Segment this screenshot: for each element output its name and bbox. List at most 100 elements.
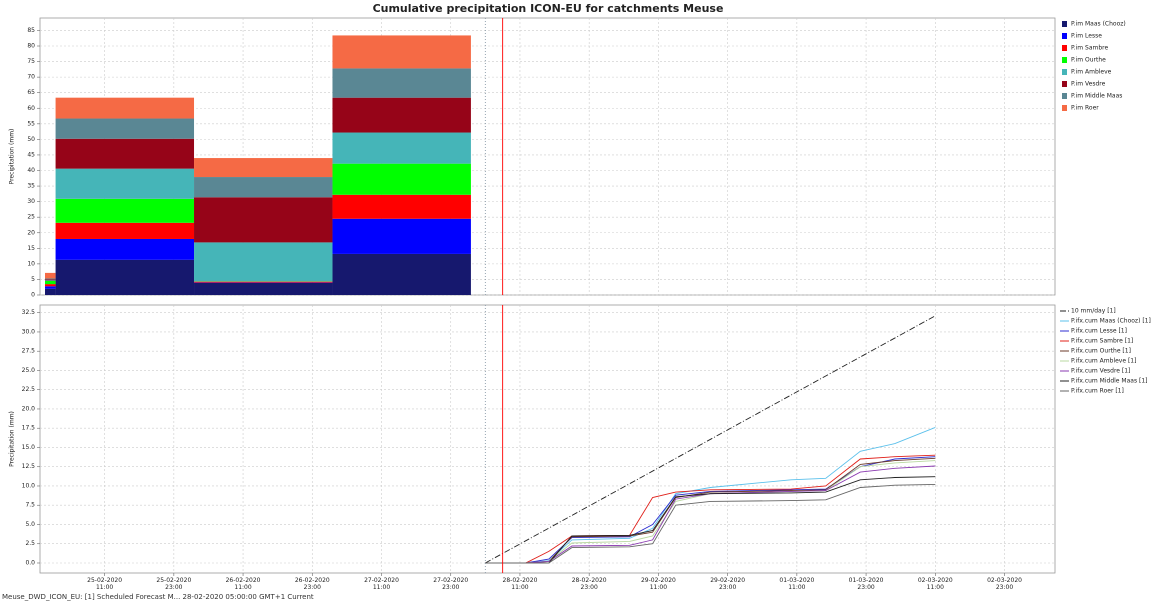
legend-label: P.ifx.cum Middle Maas [1] (1071, 378, 1147, 385)
bar-segment (332, 218, 471, 254)
y-tick-label: 30.0 (22, 328, 36, 335)
bar-segment (55, 259, 195, 295)
bar-segment (55, 168, 195, 199)
y-tick-label: 17.5 (22, 425, 36, 432)
bar-segment (44, 286, 56, 289)
y-tick-label: 25.0 (22, 367, 36, 374)
legend-swatch (1062, 105, 1067, 111)
y-tick-label: 75 (27, 58, 35, 65)
x-tick-label: 02-03-2020 23:00 (987, 577, 1022, 591)
y-tick-label: 7.5 (25, 502, 35, 509)
bar-segment (55, 238, 195, 260)
bar-segment (55, 222, 195, 239)
x-tick-label: 26-02-2020 11:00 (225, 577, 261, 591)
y-tick-label: 10.0 (22, 482, 36, 489)
plot-area (39, 304, 1056, 574)
legend-label: P.im Vesdre (1071, 81, 1106, 88)
series-line (485, 315, 936, 564)
x-tick-label: 25-02-2020 23:00 (156, 577, 192, 591)
legend-swatch (1062, 69, 1067, 75)
legend-label: 10 mm/day [1] (1071, 308, 1116, 315)
bar-segment (44, 280, 56, 285)
legend-swatch (1062, 33, 1067, 39)
y-tick-label: 10 (27, 260, 35, 267)
y-tick-label: 20.0 (22, 405, 36, 412)
legend-swatch (1062, 21, 1067, 27)
series-line (485, 426, 936, 564)
y-tick-label: 50 (27, 136, 35, 143)
x-tick-label: 29-02-2020 11:00 (640, 577, 676, 591)
legend-swatch (1062, 81, 1067, 87)
bar-segment (194, 197, 333, 243)
legend-label: P.im Maas (Chooz) (1071, 21, 1126, 28)
bar-segment (55, 97, 195, 119)
legend-label: P.ifx.cum Ambleve [1] (1071, 358, 1136, 365)
y-tick-label: 85 (27, 27, 35, 34)
y-tick-label: 2.5 (25, 540, 35, 547)
x-tick-label: 01-03-2020 11:00 (779, 577, 815, 591)
x-tick-label: 28-02-2020 23:00 (571, 577, 607, 591)
y-tick-label: 0.0 (25, 559, 35, 566)
y-tick-label: 32.5 (22, 309, 36, 316)
legend-swatch (1062, 57, 1067, 63)
bar-segment (55, 118, 195, 139)
bar-segment (332, 253, 471, 295)
y-tick-label: 5 (31, 276, 35, 283)
y-tick-label: 20 (27, 229, 35, 236)
y-tick-label: 55 (27, 120, 35, 127)
y-tick-label: 0 (31, 292, 35, 299)
bar-segment (194, 282, 333, 295)
y-tick-label: 80 (27, 43, 35, 50)
y-tick-label: 35 (27, 183, 35, 190)
bar-segment (332, 163, 471, 195)
legend-label: P.im Ourthe (1071, 57, 1106, 64)
legend-label: P.im Roer (1071, 105, 1099, 112)
bar-segment (194, 281, 333, 283)
y-tick-label: 12.5 (22, 463, 36, 470)
series-line (485, 483, 936, 564)
bar-segment (194, 158, 333, 178)
legend-label: P.ifx.cum Lesse [1] (1071, 328, 1127, 335)
y-tick-label: 22.5 (22, 386, 36, 393)
legend-label: P.im Middle Maas (1071, 93, 1122, 100)
series-line (485, 454, 936, 564)
legend-swatch (1062, 45, 1067, 51)
bar-segment (332, 132, 471, 164)
legend-label: P.ifx.cum Roer [1] (1071, 388, 1124, 395)
bar-segment (194, 242, 333, 282)
legend-label: P.ifx.cum Ourthe [1] (1071, 348, 1131, 355)
y-tick-label: 27.5 (22, 348, 36, 355)
bar-segment (44, 288, 56, 295)
y-tick-label: 30 (27, 198, 35, 205)
x-tick-label: 27-02-2020 23:00 (433, 577, 469, 591)
y-tick-label: 15.0 (22, 444, 36, 451)
y-tick-label: 45 (27, 151, 35, 158)
x-tick-label: 28-02-2020 11:00 (502, 577, 538, 591)
y-axis-label: Precipitation (mm) (9, 129, 16, 185)
charts: Cumulative precipitation ICON-EU for cat… (9, 2, 1151, 576)
bar-segment (44, 284, 56, 287)
bar-segment (44, 280, 56, 281)
legend-label: P.ifx.cum Sambre [1] (1071, 338, 1133, 345)
x-tick-label: 26-02-2020 23:00 (294, 577, 330, 591)
bar-segment (55, 198, 195, 223)
bar-segment (55, 138, 195, 169)
bar-segment (332, 97, 471, 133)
bar-segment (44, 278, 56, 280)
legend-swatch (1062, 93, 1067, 99)
y-tick-label: 70 (27, 74, 35, 81)
chart-title: Cumulative precipitation ICON-EU for cat… (373, 2, 724, 15)
x-tick-label: 29-02-2020 23:00 (710, 577, 746, 591)
y-tick-label: 40 (27, 167, 35, 174)
bar-segment (332, 35, 471, 69)
bar-segment (44, 279, 56, 281)
x-tick-label: 25-02-2020 11:00 (87, 577, 123, 591)
bar-segment (332, 68, 471, 98)
legend-label: P.im Sambre (1071, 45, 1108, 52)
y-tick-label: 65 (27, 89, 35, 96)
y-axis-label: Precipitation (mm) (9, 411, 16, 467)
series-line (485, 465, 936, 564)
bar-segment (332, 194, 471, 219)
x-tick-label: 02-03-2020 11:00 (917, 577, 953, 591)
